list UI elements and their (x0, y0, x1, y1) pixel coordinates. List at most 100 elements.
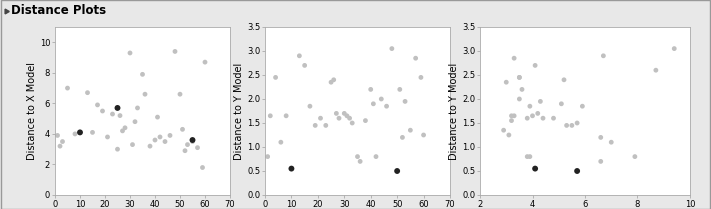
Point (606, 140, 617, 144)
Point (75, 131, 86, 134)
Point (107, 112, 118, 116)
Point (352, 155, 363, 158)
Point (370, 155, 382, 158)
Point (270, 76, 282, 79)
Point (187, 140, 198, 143)
Point (187, 138, 198, 142)
Point (375, 97, 387, 101)
Point (506, 119, 517, 122)
Point (320, 124, 331, 127)
Point (650, 69, 661, 72)
Point (629, 155, 641, 158)
Point (54, 144, 65, 148)
Point (394, 88, 405, 91)
Point (97, 109, 108, 113)
Point (558, 78, 570, 82)
Point (82, 91, 93, 94)
Point (62, 86, 73, 90)
Point (299, 64, 310, 67)
Point (415, 76, 427, 79)
Point (524, 104, 535, 108)
Point (535, 100, 546, 103)
Point (360, 119, 371, 122)
Point (355, 160, 366, 163)
Point (506, 114, 517, 117)
Point (400, 100, 411, 103)
Point (501, 80, 512, 84)
Point (538, 117, 549, 120)
Point (381, 104, 392, 108)
Text: Distance Plots: Distance Plots (11, 5, 107, 18)
Point (561, 124, 572, 127)
Point (154, 135, 166, 139)
Point (498, 129, 509, 132)
Point (513, 76, 525, 79)
Point (112, 106, 123, 110)
Point (331, 112, 342, 115)
Point (294, 54, 305, 57)
Point (149, 138, 161, 142)
Point (112, 148, 123, 151)
Point (572, 121, 583, 125)
Point (524, 155, 535, 158)
Point (264, 114, 276, 117)
Point (304, 104, 316, 108)
Point (129, 120, 141, 123)
Point (52, 134, 63, 137)
Point (595, 136, 606, 139)
Point (315, 117, 326, 120)
Point (69, 132, 80, 136)
Point (368, 102, 379, 106)
Point (405, 129, 416, 132)
Point (152, 115, 164, 119)
Point (547, 117, 559, 120)
Point (280, 114, 292, 117)
Point (275, 140, 287, 144)
Point (503, 133, 515, 137)
Point (338, 112, 350, 115)
Point (392, 169, 403, 173)
Point (668, 47, 680, 50)
Point (572, 169, 583, 173)
Point (139, 93, 151, 96)
Point (102, 135, 113, 139)
Point (530, 167, 541, 170)
Point (132, 106, 143, 110)
Point (328, 78, 339, 82)
Point (192, 146, 203, 149)
Point (286, 167, 297, 170)
Point (199, 60, 210, 64)
Point (522, 155, 533, 158)
Point (566, 124, 577, 127)
Point (595, 160, 606, 163)
Point (262, 155, 273, 158)
Point (119, 126, 131, 129)
Point (577, 104, 588, 108)
Point (57, 140, 68, 143)
Point (87, 131, 98, 134)
Y-axis label: Distance to Y Model: Distance to Y Model (449, 62, 459, 160)
Point (397, 136, 408, 139)
Point (508, 114, 520, 117)
Point (124, 51, 136, 55)
Point (169, 50, 181, 53)
Point (527, 114, 538, 117)
Point (556, 102, 567, 106)
Point (386, 47, 397, 50)
Point (522, 117, 533, 120)
Point (164, 134, 176, 137)
Y-axis label: Distance to Y Model: Distance to Y Model (234, 62, 244, 160)
Y-axis label: Distance to X Model: Distance to X Model (27, 62, 37, 160)
Point (159, 140, 171, 143)
Point (513, 76, 525, 79)
Point (114, 114, 126, 117)
Point (516, 88, 528, 91)
Point (341, 114, 353, 117)
Point (410, 56, 422, 60)
Point (137, 73, 148, 76)
Point (117, 129, 128, 133)
Point (127, 143, 138, 146)
Point (365, 88, 376, 91)
Point (144, 144, 156, 148)
Point (513, 97, 525, 101)
